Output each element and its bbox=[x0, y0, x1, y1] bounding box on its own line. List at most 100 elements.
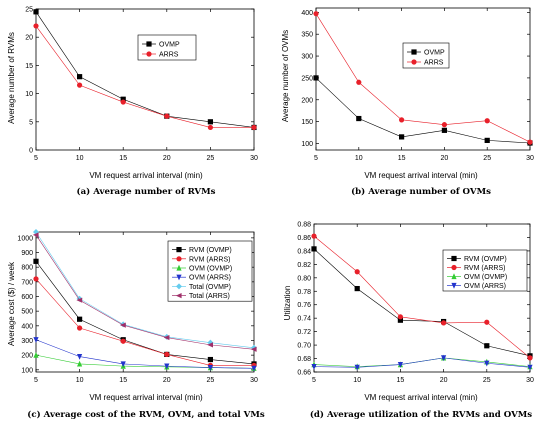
y-tick-label: 0.74 bbox=[297, 316, 311, 323]
data-point bbox=[354, 364, 360, 371]
y-tick-label: 150 bbox=[301, 119, 313, 126]
series-line bbox=[35, 354, 255, 369]
data-point bbox=[441, 320, 447, 326]
plot-frame bbox=[313, 223, 531, 373]
x-tick-label: 20 bbox=[440, 377, 448, 384]
data-point bbox=[441, 127, 447, 133]
data-point bbox=[33, 351, 39, 358]
y-tick-label: 0.88 bbox=[297, 222, 311, 229]
x-tick-label: 15 bbox=[397, 377, 405, 384]
data-point bbox=[120, 322, 126, 328]
data-point bbox=[120, 338, 126, 344]
x-tick-label: 5 bbox=[314, 155, 318, 162]
y-tick-label: 500 bbox=[21, 309, 33, 316]
data-point bbox=[207, 124, 213, 131]
panel-b-xlabel: VM request arrival interval (min) bbox=[364, 171, 478, 180]
series-line bbox=[35, 278, 254, 366]
data-point bbox=[33, 9, 39, 15]
data-point bbox=[77, 360, 83, 367]
y-tick-label: 400 bbox=[21, 323, 33, 330]
y-tick-label: 20 bbox=[25, 35, 33, 42]
panel-d-caption: (d) Average utilization of the RVMs and … bbox=[310, 409, 532, 420]
x-tick-label: 25 bbox=[207, 155, 215, 162]
x-tick-label: 10 bbox=[353, 377, 361, 384]
legend-marker bbox=[176, 283, 182, 290]
series-line bbox=[313, 357, 531, 367]
data-point bbox=[527, 139, 533, 145]
data-point bbox=[311, 364, 317, 370]
x-tick-label: 15 bbox=[119, 377, 127, 384]
data-point bbox=[484, 343, 490, 349]
legend-label: OVMP bbox=[159, 42, 180, 49]
data-point bbox=[484, 118, 490, 124]
legend-label: ARRS bbox=[159, 52, 179, 59]
series-line bbox=[35, 25, 254, 128]
data-point bbox=[441, 355, 447, 362]
legend-label: OVM (OVMP) bbox=[464, 274, 507, 281]
panel-a-ylabel: Average number of RVMs bbox=[7, 32, 16, 124]
panel-a-xlabel: VM request arrival interval (min) bbox=[89, 171, 203, 180]
y-tick-label: 15 bbox=[25, 63, 33, 70]
data-point bbox=[251, 124, 257, 131]
y-tick-label: 0.72 bbox=[297, 329, 311, 336]
panel-c-xlabel: VM request arrival interval (min) bbox=[89, 393, 203, 402]
panel-b-plot: 5 10 15 20 25 30 100 150 200 250 300 350 400 OVMP ARRS bbox=[301, 7, 534, 162]
y-tick-label: 800 bbox=[21, 265, 33, 272]
legend-marker bbox=[451, 264, 457, 271]
y-tick-label: 0.66 bbox=[297, 370, 311, 377]
series-line bbox=[313, 357, 531, 368]
x-tick-label: 30 bbox=[250, 155, 258, 162]
y-tick-label: 100 bbox=[21, 367, 33, 374]
series-line bbox=[315, 13, 531, 143]
legend-label: RVM (OVMP) bbox=[464, 256, 507, 263]
x-tick-label: 25 bbox=[483, 155, 491, 162]
x-tick-label: 20 bbox=[163, 155, 171, 162]
data-point bbox=[311, 233, 317, 239]
legend-label: RVM (ARRS) bbox=[189, 256, 230, 263]
legend-box bbox=[167, 240, 253, 302]
data-point bbox=[484, 319, 490, 325]
panel-c: Average cost ($) / week VM request arriv… bbox=[7, 261, 265, 420]
data-point bbox=[32, 232, 39, 238]
y-tick-label: 700 bbox=[21, 279, 33, 286]
x-tick-label: 15 bbox=[119, 155, 127, 162]
data-point bbox=[164, 363, 170, 370]
y-tick-label: 600 bbox=[21, 294, 33, 301]
legend-marker bbox=[176, 247, 182, 253]
legend-marker bbox=[176, 256, 182, 262]
y-tick-label: 100 bbox=[301, 141, 313, 148]
y-tick-label: 0 bbox=[29, 148, 33, 155]
data-point bbox=[33, 337, 39, 343]
y-tick-label: 5 bbox=[29, 119, 33, 126]
y-tick-label: 10 bbox=[25, 91, 33, 98]
data-point bbox=[77, 316, 83, 322]
data-point bbox=[164, 351, 170, 358]
panel-d: Utilization VM request arrival interval … bbox=[283, 286, 532, 420]
legend-marker bbox=[176, 274, 182, 281]
data-point bbox=[163, 334, 170, 341]
data-point bbox=[441, 122, 447, 128]
y-tick-label: 0.70 bbox=[297, 343, 311, 350]
series-line bbox=[35, 234, 255, 350]
data-point bbox=[250, 346, 257, 352]
data-point bbox=[356, 115, 362, 122]
series-line bbox=[35, 261, 255, 365]
data-point bbox=[164, 113, 170, 119]
series-line bbox=[35, 231, 255, 349]
data-point bbox=[311, 246, 317, 252]
series-line bbox=[313, 235, 531, 359]
data-point bbox=[207, 342, 213, 348]
x-tick-label: 5 bbox=[34, 155, 38, 162]
data-point bbox=[77, 325, 83, 331]
x-tick-label: 25 bbox=[207, 377, 215, 384]
data-point bbox=[33, 258, 39, 264]
legend-label: Total (ARRS) bbox=[189, 293, 230, 300]
series-line bbox=[313, 248, 531, 357]
legend-label: OVM (OVMP) bbox=[189, 266, 232, 273]
data-point bbox=[120, 361, 126, 368]
data-point bbox=[77, 354, 83, 360]
y-tick-label: 25 bbox=[25, 7, 33, 14]
legend-marker bbox=[451, 255, 457, 262]
panel-d-xlabel: VM request arrival interval (min) bbox=[364, 393, 478, 402]
